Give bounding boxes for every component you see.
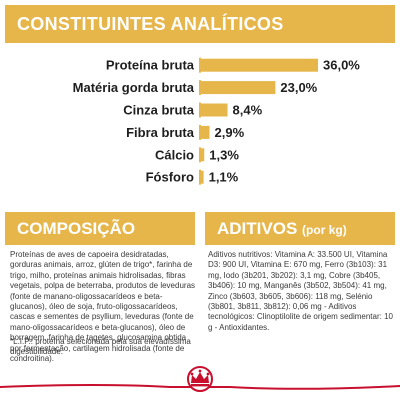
additives-unit: (por kg) (302, 223, 347, 237)
bar (200, 170, 204, 184)
bar (200, 81, 276, 95)
composition-footnote: *L.I.P.: proteína selecionada pela sua e… (10, 337, 191, 357)
category-label: Matéria gorda bruta (73, 80, 195, 95)
category-label: Cinza bruta (123, 103, 195, 118)
analytical-constituents-chart: Proteína bruta 36,0% Matéria gorda bruta 23… (73, 57, 360, 185)
category-label: Cálcio (155, 147, 194, 162)
value-label: 36,0% (323, 58, 360, 73)
value-label: 1,1% (209, 170, 239, 185)
category-label: Fibra bruta (126, 125, 195, 140)
value-label: 8,4% (233, 103, 263, 118)
value-label: 23,0% (280, 80, 317, 95)
composition-title: COMPOSIÇÃO (17, 219, 136, 238)
royal-canin-crown-icon (187, 366, 213, 392)
composition-text: Proteínas de aves de capoeira desidratad… (10, 250, 196, 364)
bar (200, 148, 205, 162)
composition-banner: COMPOSIÇÃO (5, 212, 195, 245)
analytical-constituents-banner: CONSTITUINTES ANALÍTICOS (5, 5, 395, 43)
category-label: Proteína bruta (106, 58, 195, 73)
category-label: Fósforo (146, 170, 194, 185)
bar (200, 58, 318, 72)
value-label: 2,9% (215, 125, 245, 140)
analytical-constituents-title: CONSTITUINTES ANALÍTICOS (17, 14, 284, 34)
additives-banner: ADITIVOS (por kg) (205, 212, 395, 245)
bar (200, 125, 210, 139)
additives-title: ADITIVOS (217, 219, 298, 238)
bar (200, 103, 228, 117)
value-label: 1,3% (209, 147, 239, 162)
additives-text: Aditivos nutritivos: Vitamina A: 33.500 … (208, 250, 393, 332)
